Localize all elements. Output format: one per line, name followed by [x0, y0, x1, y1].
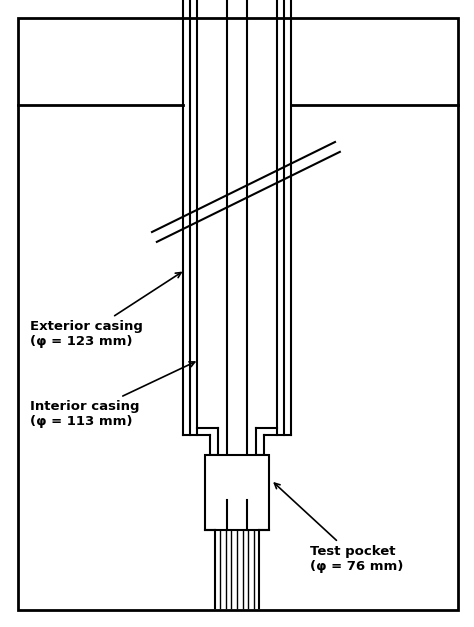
Text: Test pocket
(φ = 76 mm): Test pocket (φ = 76 mm) [274, 483, 403, 573]
Text: Interior casing
(φ = 113 mm): Interior casing (φ = 113 mm) [30, 362, 195, 428]
Bar [205, 455, 269, 530]
Text: Exterior casing
(φ = 123 mm): Exterior casing (φ = 123 mm) [30, 273, 181, 348]
